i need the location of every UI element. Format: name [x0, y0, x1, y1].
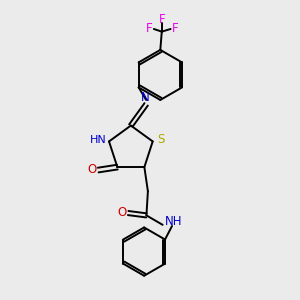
- Text: O: O: [87, 163, 96, 176]
- Text: F: F: [172, 22, 178, 34]
- Text: F: F: [158, 13, 165, 26]
- Text: NH: NH: [165, 215, 183, 228]
- Text: HN: HN: [89, 135, 106, 145]
- Text: S: S: [157, 134, 165, 146]
- Text: F: F: [146, 22, 153, 34]
- Text: N: N: [141, 92, 150, 104]
- Text: O: O: [117, 206, 126, 219]
